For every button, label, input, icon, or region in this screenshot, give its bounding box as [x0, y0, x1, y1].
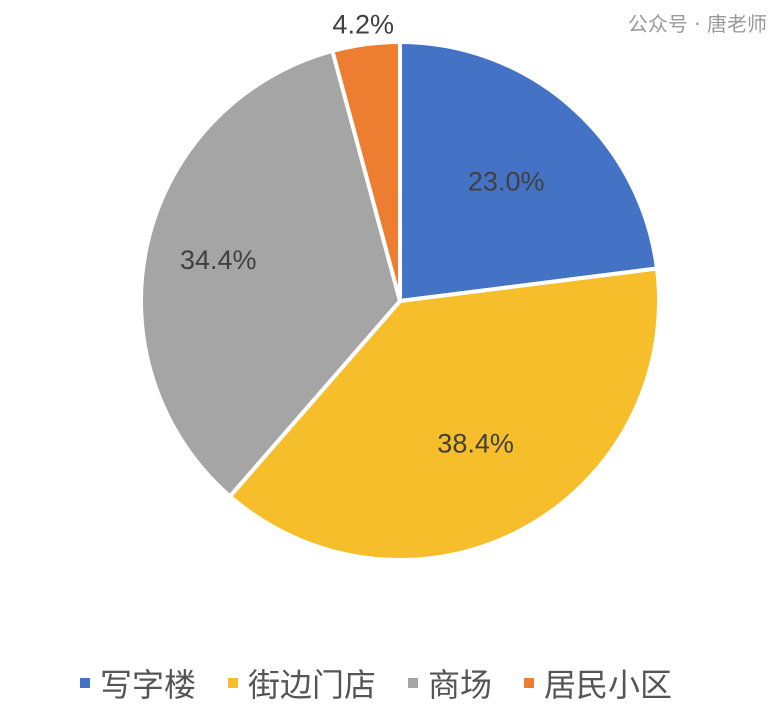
- pie-slice-2: [227, 266, 661, 562]
- pie-slice-3: [139, 48, 403, 500]
- pie-slice-1: [398, 39, 660, 304]
- legend-swatch: [408, 678, 419, 688]
- legend-swatch: [228, 678, 239, 688]
- legend-label: 写字楼: [100, 666, 197, 704]
- legend-item-4: 居民小区: [524, 660, 672, 706]
- pie-slice-4: [329, 39, 402, 302]
- data-label-1: 23.0%: [468, 167, 545, 197]
- data-label-3: 34.4%: [180, 245, 257, 275]
- legend-item-1: 写字楼: [80, 660, 196, 706]
- legend-swatch: [80, 678, 90, 688]
- legend: 写字楼 街边门店 商场 居民小区: [80, 660, 704, 706]
- legend-label: 商场: [428, 666, 493, 704]
- legend-item-3: 商场: [408, 660, 492, 706]
- watermark: 公众号 · 唐老师: [627, 12, 767, 36]
- legend-label: 街边门店: [248, 666, 377, 704]
- legend-label: 居民小区: [544, 666, 673, 704]
- data-label-2: 38.4%: [437, 429, 514, 459]
- legend-swatch: [524, 678, 535, 688]
- legend-item-2: 街边门店: [228, 660, 376, 706]
- data-label-4: 4.2%: [332, 10, 394, 40]
